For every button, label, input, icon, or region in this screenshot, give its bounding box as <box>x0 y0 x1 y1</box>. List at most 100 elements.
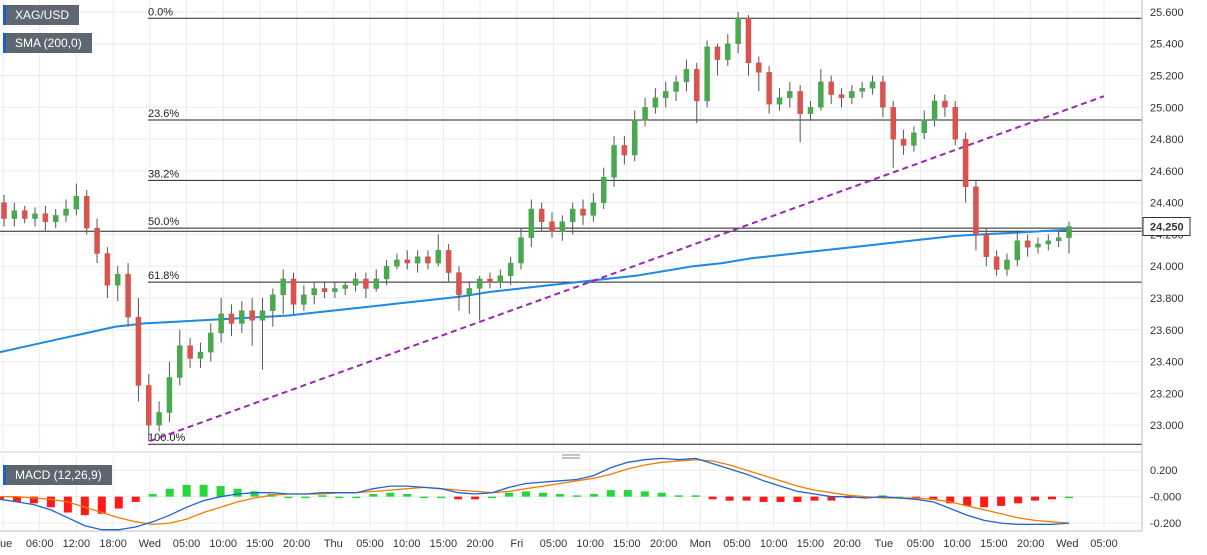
macd-y-tick-label: 0.200 <box>1150 465 1178 477</box>
candle-body <box>652 97 659 108</box>
macd-histogram-bar <box>369 494 378 497</box>
fib-label: 61.8% <box>148 270 179 282</box>
candle-body <box>166 377 173 413</box>
y-tick-label: 24.400 <box>1150 198 1184 210</box>
candle-body <box>435 250 442 264</box>
candle-body <box>11 210 18 219</box>
candle-body <box>745 18 752 64</box>
candle-body <box>487 278 493 283</box>
candle-body <box>1014 240 1021 261</box>
candle-body <box>518 237 524 264</box>
candle-body <box>239 310 245 324</box>
x-tick-label: 18:00 <box>99 538 127 550</box>
macd-histogram-bar <box>420 496 429 499</box>
candle-body <box>797 91 803 114</box>
macd-histogram-bar <box>522 491 531 497</box>
candle-body <box>921 119 927 133</box>
candle-body <box>983 234 990 257</box>
candle-body <box>683 68 690 83</box>
x-tick-label: 15:00 <box>246 538 274 550</box>
x-tick-label: 05:00 <box>540 538 568 550</box>
macd-histogram-bar <box>454 496 463 500</box>
macd-badge[interactable]: MACD (12,26,9) <box>3 465 112 485</box>
y-tick-label: 24.800 <box>1150 134 1184 146</box>
candle-body <box>580 208 586 216</box>
macd-histogram-bar <box>80 496 89 516</box>
candle-body <box>497 275 504 283</box>
macd-line <box>0 457 1070 531</box>
fib-label: 0.0% <box>148 6 173 18</box>
macd-histogram-bar <box>997 496 1006 506</box>
macd-histogram-bar <box>742 496 751 501</box>
macd-histogram-bar <box>759 496 768 502</box>
macd-histogram-bar <box>980 496 989 508</box>
candle-body <box>962 138 969 188</box>
macd-histogram-bar <box>691 495 700 497</box>
candle-body <box>890 107 896 140</box>
y-tick-label: 25.000 <box>1150 102 1184 114</box>
candle-body <box>859 87 865 92</box>
candle-body <box>342 285 348 289</box>
y-tick-label: 23.200 <box>1150 388 1184 400</box>
candle-body <box>21 210 28 219</box>
macd-histogram-bar <box>827 496 836 501</box>
candle-body <box>694 68 700 102</box>
macd-histogram-bar <box>589 494 598 497</box>
x-tick-label: 20:00 <box>283 538 311 550</box>
candle-body <box>538 208 545 222</box>
candle-body <box>456 272 462 296</box>
macd-y-tick-label: -0.200 <box>1150 518 1181 530</box>
candle-body <box>507 262 514 277</box>
candle-body <box>787 91 793 99</box>
macd-histogram-bar <box>1031 496 1040 501</box>
x-tick-label: 20:00 <box>833 538 861 550</box>
macd-histogram-bar <box>12 496 21 502</box>
candle-body <box>42 213 49 222</box>
y-tick-label: 25.400 <box>1150 39 1184 51</box>
candle-body <box>704 46 710 102</box>
sma-badge[interactable]: SMA (200,0) <box>3 33 92 53</box>
candle-body <box>1045 240 1052 245</box>
macd-histogram-bar <box>1065 496 1073 499</box>
candle-body <box>373 278 379 289</box>
macd-histogram-bar <box>606 490 615 497</box>
x-tick-label: 15:00 <box>613 538 641 550</box>
macd-histogram-bar <box>301 496 310 499</box>
macd-histogram-bar <box>199 484 208 497</box>
candle-body <box>725 43 731 60</box>
macd-histogram-bar <box>776 496 785 502</box>
candle-body <box>83 196 90 229</box>
candle-body <box>352 278 359 286</box>
candle-body <box>931 100 938 121</box>
candle-body <box>600 176 607 203</box>
candle-body <box>290 278 297 305</box>
macd-histogram-bar <box>131 496 140 502</box>
candle-body <box>321 288 328 292</box>
candle-body <box>559 221 566 232</box>
candle-body <box>156 412 162 426</box>
macd-histogram-bar <box>114 496 123 509</box>
macd-histogram-bar <box>674 495 683 497</box>
x-tick-label: 10:00 <box>760 538 788 550</box>
candle-body <box>807 107 814 114</box>
macd-histogram-bar <box>46 496 55 508</box>
candle-body <box>838 94 845 99</box>
x-tick-label: 05:00 <box>173 538 201 550</box>
symbol-badge[interactable]: XAG/USD <box>3 5 80 25</box>
sma-200-line <box>0 228 1070 354</box>
candle-body <box>114 273 121 286</box>
candle-body <box>662 91 669 99</box>
candle-body <box>73 196 80 210</box>
candle-body <box>249 310 255 321</box>
candle-body <box>52 215 59 222</box>
candle-body <box>818 81 824 108</box>
x-tick-label: Fri <box>510 538 523 550</box>
candle-body <box>911 132 917 146</box>
candle-body <box>414 256 421 264</box>
candle-body <box>270 294 276 311</box>
candle-body <box>301 294 307 305</box>
macd-histogram-bar <box>725 496 734 501</box>
x-tick-label: 10:00 <box>393 538 421 550</box>
candle-body <box>332 288 338 292</box>
